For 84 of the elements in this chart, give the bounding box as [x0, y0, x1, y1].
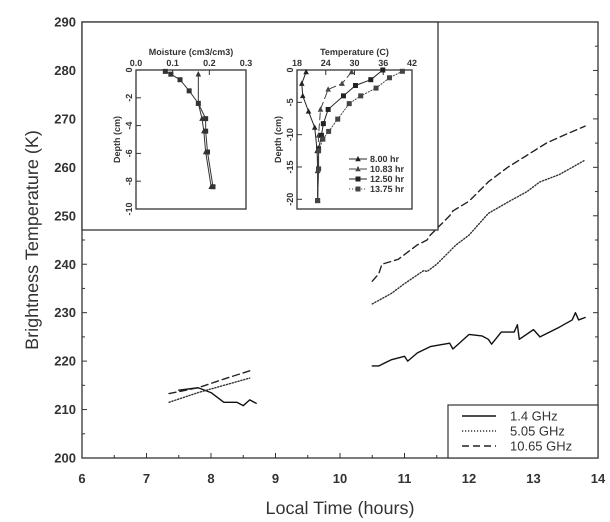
point	[205, 150, 210, 155]
x-tick-label: 7	[142, 471, 150, 486]
x-tick-label: 8	[207, 471, 215, 486]
y-tick-label: -15	[285, 160, 295, 174]
point	[318, 106, 324, 112]
point	[339, 80, 345, 86]
point	[162, 68, 168, 74]
point	[386, 75, 392, 80]
point	[326, 128, 332, 134]
point	[340, 93, 346, 98]
y-tick-label: 220	[54, 354, 76, 369]
point	[326, 106, 331, 112]
x-tick-label: 24	[320, 58, 331, 68]
point	[196, 100, 201, 106]
legend-label: 1.4 GHz	[510, 408, 558, 424]
point	[352, 83, 358, 88]
point	[358, 93, 364, 98]
y-tick-label: 200	[54, 450, 76, 466]
legend-label: 12.50 hr	[370, 174, 405, 184]
x-axis-title: Temperature (C)	[320, 47, 389, 57]
point	[203, 116, 208, 122]
point	[320, 136, 326, 142]
point	[320, 121, 326, 126]
y-axis-title: Depth (cm)	[273, 116, 283, 163]
point	[300, 92, 306, 98]
y-tick-label: 260	[54, 160, 76, 175]
x-axis-title: Local Time (hours)	[265, 498, 415, 518]
y-tick-label: 250	[54, 208, 76, 224]
y-tick-label: -2	[124, 94, 134, 102]
y-axis-title: Depth (cm)	[112, 116, 122, 163]
x-tick-label: 12	[462, 471, 476, 486]
x-tick-label: 42	[406, 58, 418, 68]
y-tick-label: -4	[124, 122, 134, 130]
y-tick-label: 240	[54, 256, 76, 272]
x-tick-label: 6	[78, 471, 86, 486]
x-tick-label: 0.1	[166, 58, 179, 68]
point	[168, 72, 174, 77]
point	[210, 184, 216, 190]
point	[400, 68, 405, 74]
legend-label: 10.65 GHz	[510, 438, 572, 454]
x-tick-label: 11	[398, 471, 412, 486]
y-tick-label: 270	[54, 111, 76, 126]
x-tick-label: 30	[349, 58, 360, 68]
x-tick-label: 0.3	[240, 58, 252, 68]
point	[348, 68, 354, 74]
x-tick-label: 13	[526, 471, 541, 486]
y-tick-label: 230	[54, 305, 76, 320]
point	[374, 86, 379, 91]
y-tick-label: -20	[285, 192, 295, 206]
x-tick-label: 36	[378, 58, 388, 68]
legend-label: 10.83 hr	[370, 164, 405, 174]
y-tick-label: 210	[54, 402, 76, 418]
point	[299, 80, 305, 86]
legend-label: 8.00 hr	[370, 154, 400, 164]
legend-label: 13.75 hr	[370, 184, 405, 194]
point	[312, 124, 318, 130]
x-tick-label: 9	[272, 471, 280, 486]
x-tick-label: 18	[292, 58, 302, 68]
x-tick-label: 0.0	[130, 58, 142, 68]
y-tick-label: 0	[285, 67, 295, 73]
y-tick-label: -10	[285, 128, 295, 142]
point	[303, 68, 309, 74]
y-tick-label: -8	[124, 177, 134, 186]
point	[346, 101, 352, 106]
x-tick-label: 0.2	[203, 58, 216, 68]
y-axis-title: Brightness Temperature (K)	[22, 130, 42, 350]
x-tick-label: 14	[590, 471, 606, 486]
x-axis-title: Moisture (cm3/cm3)	[148, 47, 234, 57]
y-tick-label: -10	[124, 202, 134, 216]
y-tick-label: 290	[54, 14, 76, 30]
point	[196, 71, 202, 76]
point	[186, 88, 192, 94]
point	[178, 77, 182, 82]
point	[325, 86, 331, 92]
y-tick-label: -6	[124, 149, 134, 158]
point	[306, 108, 312, 114]
y-tick-label: 0	[124, 67, 134, 73]
point	[380, 68, 386, 72]
y-tick-label: 280	[54, 62, 76, 78]
x-tick-label: 10	[332, 471, 348, 486]
point	[335, 116, 340, 122]
y-tick-label: -5	[285, 98, 295, 106]
legend-label: 5.05 GHz	[510, 424, 565, 439]
point	[368, 77, 374, 82]
